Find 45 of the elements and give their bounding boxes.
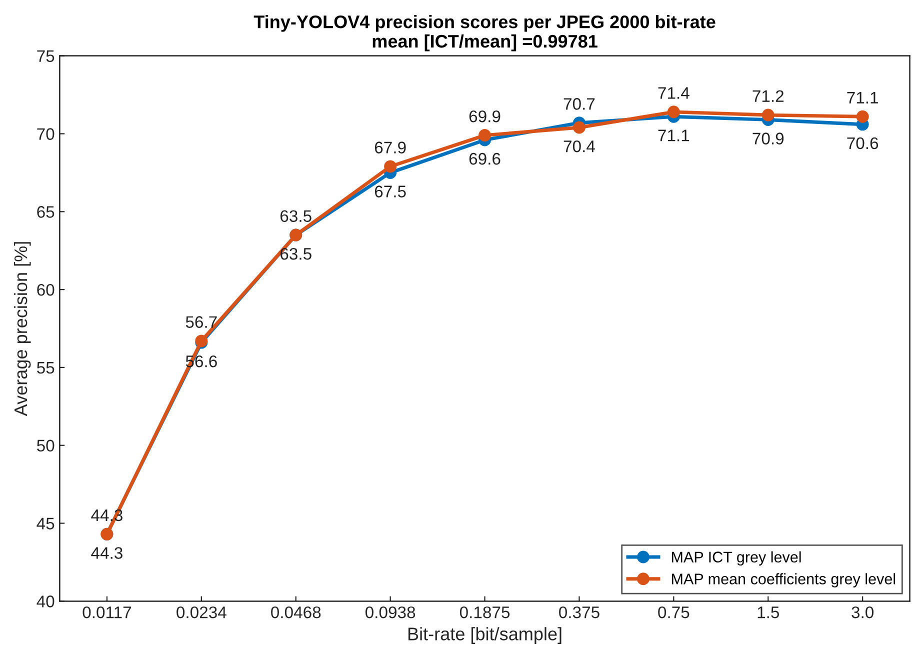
data-label: 44.3 [91, 547, 122, 559]
chart-subtitle: mean [ICT/mean] =0.99781 [372, 34, 598, 52]
data-label: 67.5 [374, 186, 406, 198]
y-tick-label: 65 [37, 206, 54, 218]
point [384, 160, 397, 173]
y-tick-label: 55 [37, 362, 54, 374]
data-label: 70.6 [847, 137, 878, 150]
x-tick-label: 0.375 [559, 606, 600, 618]
x-tick-label: 0.0468 [271, 606, 321, 618]
data-label: 63.5 [280, 210, 312, 222]
x-tick-label: 0.0938 [365, 606, 416, 618]
data-label: 71.2 [752, 90, 784, 102]
x-tick-label: 1.5 [758, 606, 780, 618]
x-tick-label: 0.1875 [460, 606, 510, 618]
data-label: 69.9 [469, 110, 500, 122]
data-label: 56.7 [186, 316, 217, 328]
point [856, 110, 869, 123]
data-label: 71.1 [658, 130, 690, 142]
point [572, 121, 586, 134]
legend-label: MAP ICT grey level [672, 551, 801, 566]
x-tick-label: 0.0234 [176, 606, 226, 618]
point [478, 129, 492, 142]
point [762, 108, 774, 122]
x-tick-label: 0.75 [658, 606, 690, 618]
y-tick-label: 70 [37, 128, 54, 140]
y-tick-label: 50 [37, 440, 54, 452]
y-tick-label: 45 [36, 518, 54, 530]
y-tick-label: 40 [36, 596, 54, 608]
data-label: 70.9 [752, 132, 784, 144]
data-label: 63.5 [280, 248, 312, 260]
data-label: 71.1 [847, 92, 878, 104]
x-axis-title: Bit-rate [bit/sample] [408, 627, 562, 644]
data-label: 70.4 [564, 140, 595, 152]
data-label: 69.6 [469, 152, 500, 165]
legend-label: MAP mean coefficients grey level [672, 573, 896, 588]
y-tick-label: 75 [37, 50, 54, 62]
chart-title: Tiny-YOLOV4 precision scores per JPEG 2000 bit-rate [254, 14, 716, 32]
data-label: 70.7 [564, 98, 595, 110]
data-label: 71.4 [658, 87, 690, 99]
point [667, 106, 680, 118]
data-label: 67.9 [374, 142, 406, 154]
y-axis-title: Average precision [%] [14, 242, 31, 416]
x-tick-label: 0.0117 [82, 606, 131, 618]
x-tick-label: 3.0 [852, 606, 874, 618]
y-tick-label: 60 [37, 284, 54, 296]
